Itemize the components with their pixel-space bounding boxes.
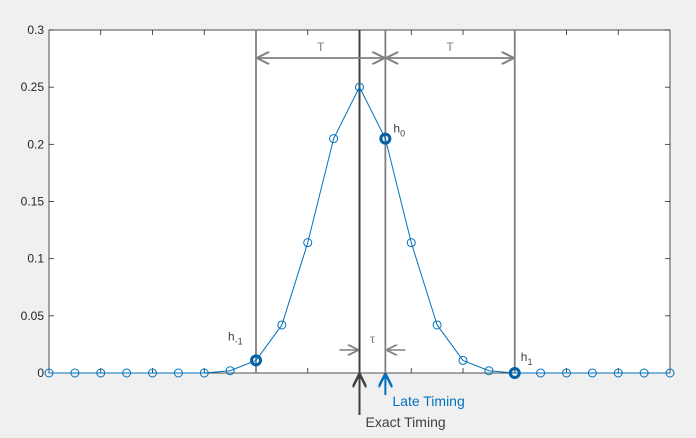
- data-point: [225, 366, 235, 376]
- sample-label: h1: [521, 350, 533, 367]
- highlight-point: [250, 354, 262, 367]
- sample-label-base: h: [521, 350, 528, 364]
- data-point: [587, 368, 597, 378]
- data-point: [329, 134, 339, 144]
- y-tick-label: 0.1: [27, 252, 44, 266]
- y-tick-label: 0.15: [21, 195, 45, 209]
- data-point: [96, 368, 106, 378]
- series-line: [49, 86, 670, 374]
- highlight-point: [379, 132, 392, 145]
- y-tick-label: 0: [37, 366, 44, 380]
- data-point: [665, 368, 675, 378]
- y-tick-label: 0.25: [21, 80, 45, 94]
- data-point: [70, 368, 80, 378]
- data-point: [148, 368, 157, 378]
- data-point: [484, 366, 494, 376]
- y-tick-label: 0.3: [27, 23, 44, 37]
- data-point: [406, 238, 416, 248]
- data-point: [536, 368, 546, 378]
- sample-label-sub: 0: [400, 129, 405, 139]
- span-label: T: [317, 40, 325, 54]
- data-point: [173, 368, 183, 378]
- span-label: T: [446, 40, 454, 54]
- sample-label-base: h: [228, 329, 235, 343]
- timing-offset: τ: [339, 332, 406, 350]
- sample-label: h-1: [228, 329, 243, 346]
- y-tick-label: 0.2: [27, 137, 44, 151]
- y-axis: 0 0.05 0.1 0.15 0.2 0.25 0.3: [21, 23, 670, 380]
- highlight-point: [508, 367, 521, 379]
- exact-timing-label: Exact Timing: [366, 414, 446, 430]
- data-point: [44, 368, 54, 378]
- data-point: [432, 320, 442, 330]
- data-point: [277, 320, 287, 330]
- sample-label-base: h: [393, 122, 400, 136]
- data-point: [458, 355, 468, 365]
- sample-label: h0: [393, 122, 405, 139]
- y-tick-label: 0.05: [21, 309, 45, 323]
- data-point: [613, 368, 623, 378]
- data-point: [303, 238, 313, 248]
- sample-label-sub: 1: [527, 357, 532, 367]
- data-point: [199, 368, 209, 378]
- data-point: [355, 82, 364, 92]
- data-point: [122, 368, 132, 378]
- data-point: [639, 368, 649, 378]
- timing-lines: [255, 30, 516, 373]
- sample-label-sub: -1: [235, 336, 243, 346]
- timing-annotations: Late Timing Exact Timing: [360, 375, 465, 430]
- data-point: [562, 368, 571, 378]
- late-timing-label: Late Timing: [392, 393, 464, 409]
- offset-label: τ: [370, 332, 375, 346]
